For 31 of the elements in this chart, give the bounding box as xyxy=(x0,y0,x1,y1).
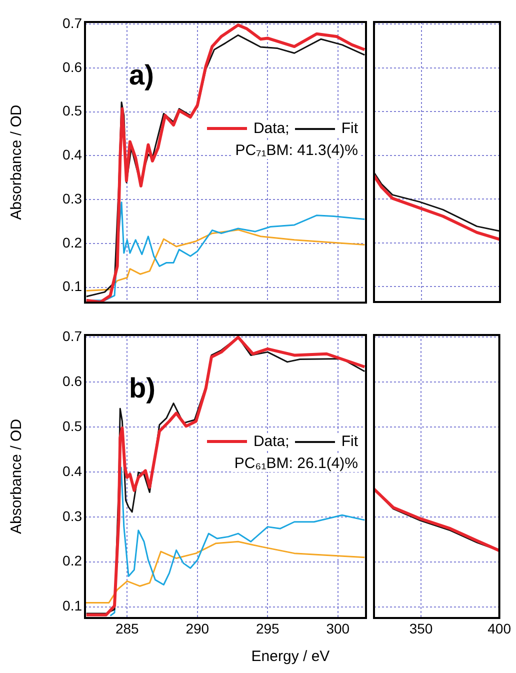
y-tick-label: 0.6 xyxy=(62,58,82,75)
x-tick-label: 400 xyxy=(488,620,512,636)
y-tick-label: 0.1 xyxy=(62,598,82,614)
text: a) xyxy=(129,60,154,91)
y-tick-label: 0.4 xyxy=(62,462,82,479)
x-axis-title: Energy / eV xyxy=(250,648,331,665)
y-tick-label: 0.7 xyxy=(62,328,82,344)
y-tick-label: 0.1 xyxy=(62,278,82,294)
y-axis-title: Absorbance / OD xyxy=(8,418,26,534)
y-tick-label: 0.2 xyxy=(62,234,82,250)
y-tick-label: 0.3 xyxy=(62,190,82,206)
y-axis-title: Absorbance / OD xyxy=(8,104,26,220)
legend-label: Fit xyxy=(341,120,358,137)
x-tick-label: 285 xyxy=(115,620,140,636)
annotation: PC₇₁BM: 41.3(4)% xyxy=(233,142,360,159)
y-tick-label: 0.7 xyxy=(62,15,82,32)
y-tick-label: 0.5 xyxy=(62,418,82,434)
y-tick-label: 0.2 xyxy=(62,552,82,569)
y-tick-label: 0.4 xyxy=(62,146,82,163)
legend-label: Fit xyxy=(341,433,358,450)
x-tick-label: 295 xyxy=(256,620,280,636)
legend-label: Data; xyxy=(253,433,290,450)
y-tick-label: 0.3 xyxy=(62,508,82,524)
legend-label: Data; xyxy=(253,120,290,137)
y-tick-label: 0.6 xyxy=(62,373,82,390)
x-tick-label: 290 xyxy=(186,620,210,636)
y-tick-label: 0.5 xyxy=(62,102,82,119)
x-tick-label: 350 xyxy=(409,620,433,636)
annotation: PC₆₁BM: 26.1(4)% xyxy=(232,455,360,472)
text: b) xyxy=(129,372,156,404)
x-tick-label: 300 xyxy=(326,620,350,636)
